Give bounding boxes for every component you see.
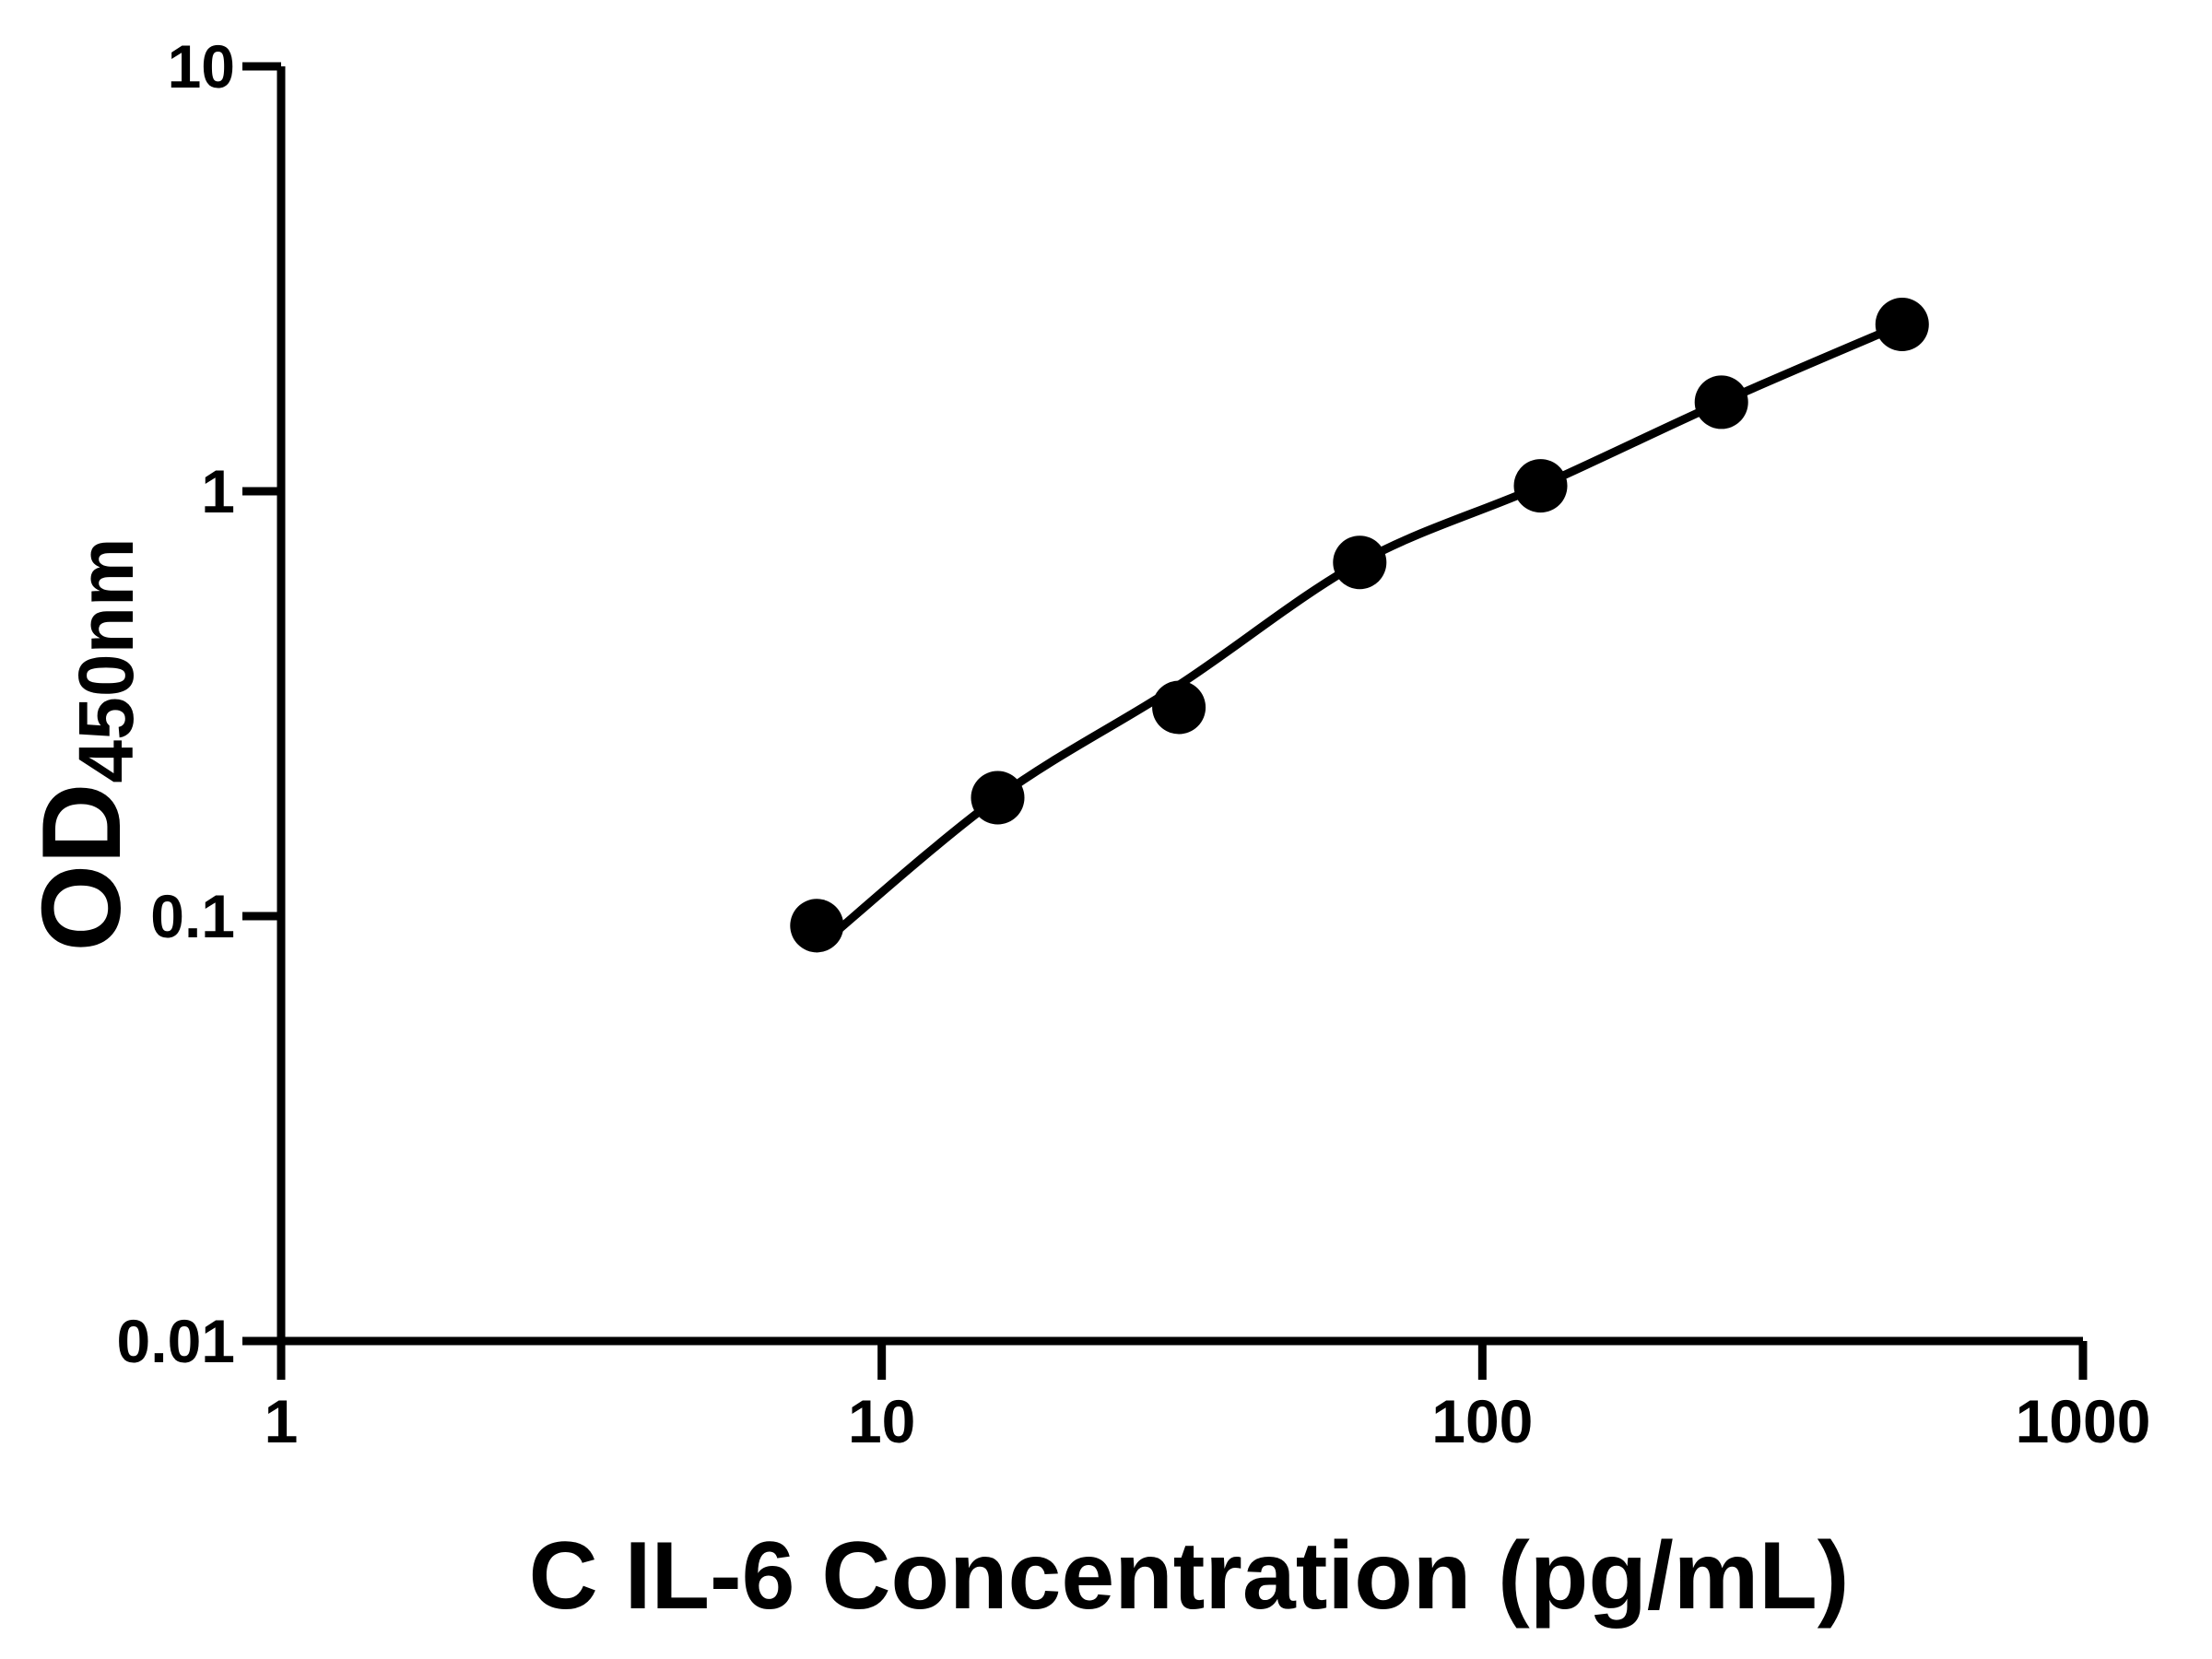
data-point-62.5 bbox=[1333, 535, 1387, 590]
x-tick-label-10: 10 bbox=[848, 1387, 915, 1455]
data-points-layer bbox=[790, 298, 1929, 953]
x-tick-label-1: 1 bbox=[265, 1387, 299, 1455]
y-axis-title-main: OD bbox=[18, 783, 144, 952]
y-axis-title-subscript: 450nm bbox=[63, 537, 149, 782]
y-tick-label-1: 1 bbox=[201, 457, 235, 525]
x-axis-title: C IL-6 Concentration (pg/mL) bbox=[529, 1523, 1850, 1630]
data-point-125 bbox=[1513, 459, 1568, 513]
y-axis-title: OD450nm bbox=[18, 537, 149, 951]
data-point-250 bbox=[1694, 375, 1748, 429]
data-point-500 bbox=[1875, 298, 1929, 351]
tick-label-layer: 10 1 0.1 0.01 1 10 100 1000 bbox=[117, 32, 2151, 1455]
data-point-15.6 bbox=[971, 771, 1025, 825]
x-tick-label-1000: 1000 bbox=[2016, 1387, 2151, 1455]
y-tick-label-10: 10 bbox=[168, 32, 235, 100]
data-point-7.8 bbox=[790, 899, 844, 953]
y-tick-label-0.01: 0.01 bbox=[117, 1307, 235, 1375]
x-tick-label-100: 100 bbox=[1431, 1387, 1533, 1455]
data-point-31.25 bbox=[1152, 680, 1206, 735]
y-tick-label-0.1: 0.1 bbox=[150, 882, 235, 950]
axes-layer bbox=[242, 62, 2088, 1380]
